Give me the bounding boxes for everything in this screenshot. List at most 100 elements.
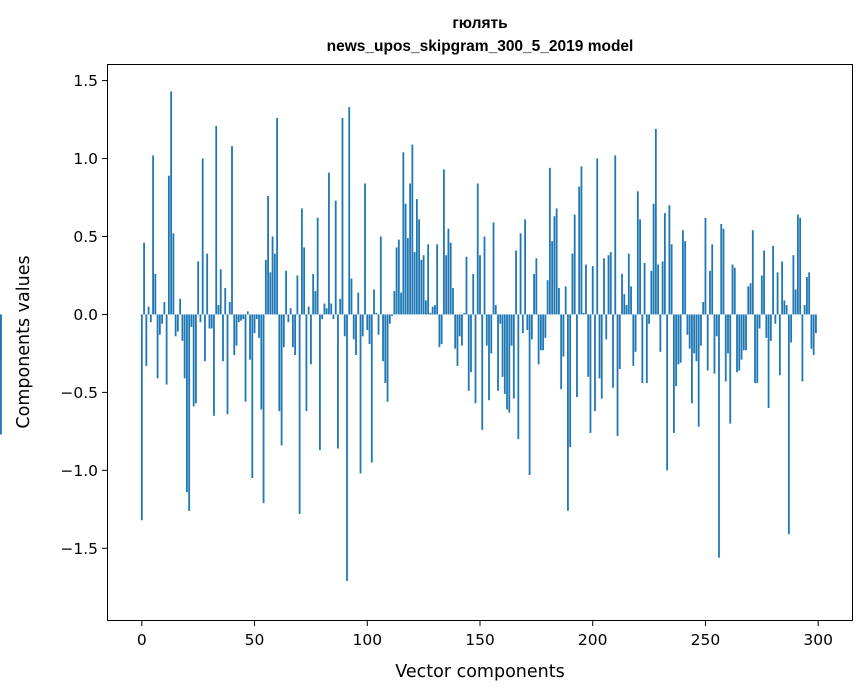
chart-subtitle: news_upos_skipgram_300_5_2019 model [327, 38, 634, 55]
bar-51 [255, 314, 258, 320]
bar-145 [467, 314, 470, 391]
bar-289 [792, 255, 795, 315]
bar-120 [411, 144, 414, 315]
bar-117 [404, 203, 407, 315]
bars-group [0, 91, 817, 582]
bar-232 [663, 213, 666, 315]
bar-75 [310, 314, 312, 365]
bar-174 [533, 273, 536, 315]
bar-50 [253, 314, 256, 334]
bar-11 [165, 314, 168, 385]
bar-83 [328, 172, 330, 315]
bar-141 [458, 314, 461, 337]
bar-245 [693, 314, 696, 354]
bar-292 [799, 217, 802, 315]
bar-127 [427, 244, 430, 315]
bar-108 [384, 314, 387, 384]
bar-137 [449, 242, 452, 315]
bar-104 [375, 312, 378, 315]
x-axis-label: Vector components [395, 662, 564, 682]
y-tick-label: 1.5 [73, 72, 98, 90]
bar-38 [226, 314, 229, 415]
bar-274 [758, 314, 761, 329]
bar-222 [641, 314, 644, 384]
bar-191 [571, 253, 574, 315]
bar-241 [684, 241, 687, 315]
bar-197 [585, 264, 587, 315]
bar-89 [341, 118, 344, 315]
bar-180 [546, 280, 549, 315]
bar-158 [497, 314, 499, 391]
bar-193 [576, 314, 578, 398]
bar-205 [603, 258, 605, 315]
bar-163 [508, 314, 511, 413]
bar-257 [720, 224, 723, 315]
bar-156 [492, 222, 495, 315]
bar-109 [386, 314, 389, 402]
bar-14 [172, 233, 175, 315]
bar-239 [679, 314, 682, 363]
bar-244 [691, 314, 693, 404]
bar-242 [686, 314, 689, 335]
bar-115 [400, 292, 402, 315]
bar-45 [242, 314, 245, 320]
bar-286 [785, 305, 788, 315]
bar-138 [452, 287, 454, 315]
bar-32 [213, 314, 215, 416]
bar-173 [530, 314, 533, 340]
bar-139 [454, 314, 457, 349]
bar-58 [271, 236, 274, 315]
bar-4 [149, 314, 152, 323]
bar-9 [161, 314, 164, 324]
bar-142 [461, 314, 463, 346]
bar-152 [483, 236, 486, 315]
bar-10 [163, 301, 166, 315]
bar-99 [364, 183, 366, 315]
bar-71 [300, 208, 303, 315]
bar-247 [697, 314, 700, 427]
bar-112 [393, 291, 396, 315]
y-axis-label: Components values [14, 255, 34, 428]
x-tick-label: 150 [465, 631, 495, 649]
bar-262 [731, 264, 734, 315]
x-tick-label: 300 [803, 631, 833, 649]
bar-121 [413, 252, 416, 315]
bar-31 [210, 314, 213, 329]
bar-217 [630, 286, 632, 315]
bar-150 [479, 255, 481, 315]
bar-181 [548, 167, 551, 315]
bar-259 [724, 314, 727, 382]
bar-177 [539, 314, 542, 351]
y-axis-ticks: 1.5 1.0 0.5 0.0 −0.5 −1.0 −1.5 [60, 72, 108, 558]
bar-103 [373, 289, 375, 315]
bar-146 [470, 314, 472, 373]
bar-61 [278, 314, 281, 412]
bar-157 [494, 305, 497, 315]
bar-42 [235, 314, 238, 346]
bar-187 [562, 314, 565, 357]
bar-238 [677, 314, 680, 365]
bar-203 [598, 314, 601, 379]
bar-48 [249, 314, 251, 360]
bar-160 [501, 314, 504, 377]
bar-33 [215, 125, 218, 315]
bar-56 [267, 195, 269, 315]
bar-53 [260, 314, 263, 410]
bar-78 [316, 217, 319, 315]
bar-49 [251, 314, 254, 479]
bar-79 [319, 314, 321, 451]
bar-219 [634, 314, 637, 352]
bar-170 [524, 219, 526, 315]
bar-228 [654, 128, 657, 315]
bar-143 [463, 312, 466, 315]
bar-136 [447, 228, 450, 315]
bar-253 [711, 244, 714, 315]
bar-178 [542, 314, 545, 351]
bar-185 [558, 287, 560, 315]
y-tick-label: 0.5 [73, 228, 98, 246]
bar-249 [702, 301, 705, 315]
bar-201 [594, 314, 596, 412]
bar-64 [285, 270, 288, 315]
bar-111 [391, 314, 393, 316]
bar-85 [332, 314, 335, 320]
